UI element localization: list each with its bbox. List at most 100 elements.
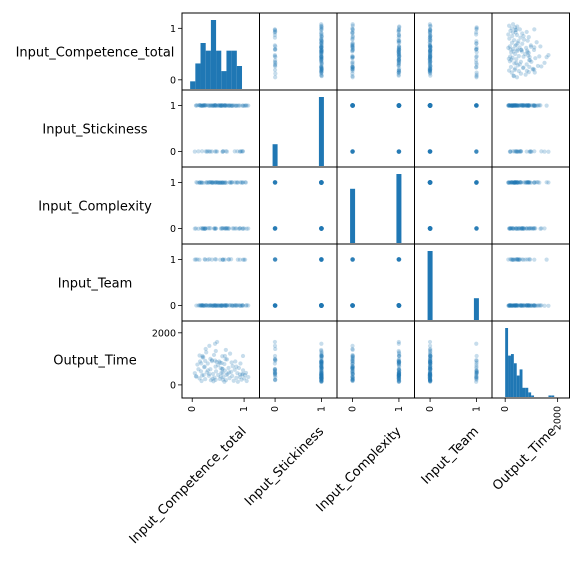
scatter-point — [319, 303, 324, 308]
scatter-point — [396, 303, 401, 308]
scatter-point — [537, 303, 542, 308]
scatter-point — [213, 257, 219, 262]
scatter-point — [396, 103, 402, 108]
scatter-point — [521, 103, 526, 108]
scatter-point — [474, 226, 479, 231]
scatter-point — [213, 103, 218, 108]
scatter-point — [519, 303, 524, 308]
scatter-point — [511, 103, 517, 108]
scatter-point — [319, 257, 324, 262]
scatter-point — [396, 103, 402, 108]
scatter-point — [474, 180, 479, 185]
scatter-point — [509, 103, 514, 108]
scatter-point — [350, 257, 355, 262]
scatter-point — [350, 103, 355, 108]
scatter-point — [474, 149, 479, 154]
scatter-point — [428, 47, 433, 52]
scatter-point — [396, 303, 402, 308]
scatter-point — [427, 149, 433, 154]
scatter-point — [227, 303, 232, 308]
scatter-point — [428, 365, 433, 371]
scatter-point — [238, 361, 243, 366]
scatter-point — [428, 226, 433, 231]
scatter-point — [213, 358, 218, 363]
scatter-point — [272, 43, 277, 48]
scatter-point — [532, 303, 537, 308]
scatter-point — [428, 55, 433, 60]
scatter-point — [350, 103, 355, 108]
scatter-point — [231, 226, 236, 231]
scatter-point — [350, 41, 355, 46]
scatter-point — [474, 47, 479, 52]
scatter-point — [219, 180, 224, 185]
scatter-point — [319, 303, 324, 308]
scatter-point — [506, 103, 511, 108]
scatter-point — [427, 339, 433, 345]
scatter-point — [319, 226, 324, 231]
scatter-point — [517, 257, 522, 262]
scatter-point — [427, 42, 433, 47]
scatter-point — [192, 371, 197, 376]
scatter-point — [350, 103, 355, 108]
scatter-point — [243, 257, 248, 262]
scatter-point — [319, 362, 324, 368]
scatter-point — [474, 180, 479, 185]
scatter-point — [515, 257, 520, 262]
scatter-point — [474, 371, 479, 377]
scatter-point — [397, 54, 402, 59]
scatter-point — [236, 103, 242, 108]
scatter-point — [197, 359, 203, 364]
scatter-point — [396, 33, 402, 39]
scatter-point — [202, 257, 207, 262]
scatter-point — [319, 226, 324, 231]
scatter-point — [350, 303, 355, 308]
scatter-point — [201, 355, 206, 360]
scatter-point — [396, 103, 401, 108]
scatter-point — [427, 347, 433, 353]
scatter-point — [319, 226, 324, 231]
scatter-point — [397, 303, 402, 308]
scatter-point — [208, 303, 213, 308]
scatter-point — [537, 180, 542, 185]
scatter-point — [199, 103, 204, 108]
scatter-point — [396, 303, 402, 308]
scatter-point — [427, 149, 432, 154]
scatter-point — [220, 303, 225, 308]
scatter-point — [273, 257, 278, 262]
scatter-point — [515, 180, 520, 185]
scatter-point — [428, 354, 433, 359]
scatter-point — [428, 59, 433, 64]
scatter-point — [428, 379, 433, 384]
scatter-point — [428, 226, 433, 231]
scatter-point — [397, 45, 402, 50]
scatter-point — [319, 303, 324, 308]
scatter-point — [319, 30, 324, 35]
scatter-point — [220, 180, 225, 185]
scatter-point — [350, 257, 355, 262]
scatter-point — [428, 103, 433, 108]
scatter-point — [350, 103, 355, 108]
scatter-point — [205, 257, 210, 262]
scatter-point — [319, 226, 324, 231]
scatter-point — [211, 379, 216, 384]
scatter-point — [223, 378, 229, 383]
scatter-point — [397, 303, 402, 308]
scatter-point — [232, 149, 237, 154]
scatter-point — [527, 103, 532, 108]
scatter-point — [513, 25, 518, 30]
scatter-point — [526, 53, 531, 58]
scatter-point — [396, 374, 401, 379]
scatter-point — [427, 34, 433, 40]
scatter-point — [428, 66, 433, 71]
scatter-point — [519, 303, 525, 308]
scatter-point — [397, 103, 402, 108]
panel-frame — [181, 166, 260, 245]
scatter-point — [319, 341, 324, 346]
scatter-point — [520, 226, 525, 231]
scatter-point — [397, 24, 402, 29]
hist-bar-Output_Time — [525, 387, 529, 397]
scatter-point — [319, 180, 324, 185]
scatter-point — [319, 348, 324, 354]
panel-Input_Competence_total-vs-Input_Competence_total: 01 — [170, 12, 260, 91]
scatter-point — [396, 103, 402, 108]
